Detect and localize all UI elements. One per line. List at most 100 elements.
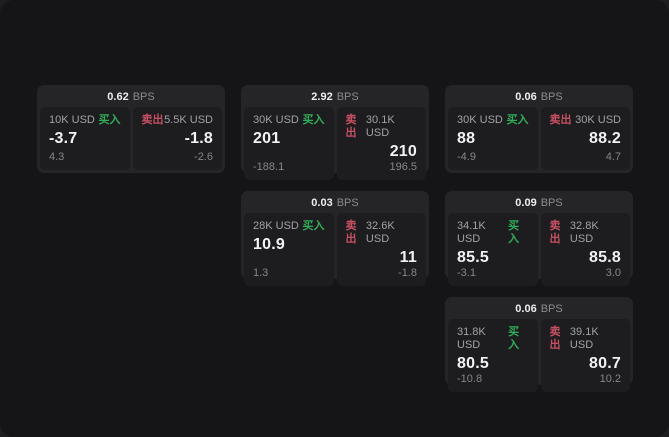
buy-panel[interactable]: 34.1K USD 买入 85.5 -3.1	[448, 213, 538, 286]
quote-panels: 30K USD 买入 201 -188.1 卖出 30.1K USD 210 1…	[244, 107, 426, 180]
sell-amount: 32.6K USD	[365, 220, 395, 245]
quote-panels: 31.8K USD 买入 80.5 -10.8 卖出 39.1K USD 80.…	[448, 319, 630, 392]
sell-price: 80.7	[589, 355, 621, 372]
quote-panels: 30K USD 买入 88 -4.9 卖出 30K USD 88.2 4.7	[448, 107, 630, 170]
buy-price: 10.9	[253, 236, 285, 253]
sell-side-label: 卖出	[549, 220, 561, 245]
sell-price: 85.8	[589, 249, 621, 266]
sell-side-label: 卖出	[141, 114, 164, 126]
buy-delta: 4.3	[49, 151, 65, 163]
quote-card: 0.62 BPS 10K USD 买入 -3.7 4.3 卖出 5.5K USD	[37, 85, 225, 173]
sell-panel-top: 卖出 39.1K USD	[550, 326, 622, 352]
sell-delta: 3.0	[605, 267, 621, 279]
sell-panel[interactable]: 卖出 32.8K USD 85.8 3.0	[540, 213, 630, 286]
buy-delta: -188.1	[253, 161, 285, 173]
sell-panel[interactable]: 卖出 30.1K USD 210 196.5	[336, 107, 426, 180]
sell-amount: 32.8K USD	[569, 220, 599, 245]
bps-value: 2.92	[311, 91, 333, 103]
bps-unit-label: BPS	[336, 91, 359, 103]
bps-unit-label: BPS	[540, 91, 563, 103]
sell-panel-top: 卖出 30.1K USD	[346, 114, 418, 140]
sell-delta: -2.6	[194, 151, 213, 163]
quote-card: 0.06 BPS 30K USD 买入 88 -4.9 卖出 30K USD	[445, 85, 633, 173]
buy-delta: 1.3	[253, 267, 269, 279]
buy-side-label: 买入	[302, 220, 325, 232]
buy-price: 88	[457, 130, 476, 147]
sell-delta: -1.8	[398, 267, 417, 279]
buy-panel-top: 31.8K USD 买入	[457, 326, 529, 352]
bps-value: 0.09	[515, 197, 537, 209]
buy-panel-top: 34.1K USD 买入	[457, 220, 529, 246]
quote-card: 2.92 BPS 30K USD 买入 201 -188.1 卖出 30.1K U…	[241, 85, 429, 180]
sell-delta: 10.2	[599, 373, 621, 385]
buy-amount: 30K USD	[253, 114, 299, 126]
sell-side-label: 卖出	[345, 114, 357, 139]
bps-unit-label: BPS	[132, 91, 155, 103]
buy-panel[interactable]: 30K USD 买入 88 -4.9	[448, 107, 538, 170]
buy-price: 201	[253, 130, 281, 147]
sell-panel-top: 卖出 32.8K USD	[550, 220, 622, 246]
buy-amount: 30K USD	[457, 114, 503, 126]
buy-panel-top: 28K USD 买入	[253, 220, 325, 233]
sell-panel[interactable]: 卖出 30K USD 88.2 4.7	[540, 107, 630, 170]
buy-side-label: 买入	[98, 114, 121, 126]
buy-side-label: 买入	[508, 326, 520, 351]
sell-amount: 30K USD	[575, 114, 621, 126]
sell-panel-top: 卖出 30K USD	[550, 114, 622, 127]
bps-unit-label: BPS	[540, 197, 563, 209]
bps-value: 0.06	[515, 303, 537, 315]
sell-price: 11	[399, 249, 417, 266]
sell-price: -1.8	[184, 130, 213, 147]
quote-card: 0.06 BPS 31.8K USD 买入 80.5 -10.8 卖出 39.1K…	[445, 297, 633, 392]
sell-side-label: 卖出	[549, 326, 561, 351]
quote-card: 0.09 BPS 34.1K USD 买入 85.5 -3.1 卖出 32.8K …	[445, 191, 633, 286]
bps-value: 0.06	[515, 91, 537, 103]
buy-panel[interactable]: 31.8K USD 买入 80.5 -10.8	[448, 319, 538, 392]
bps-unit-label: BPS	[540, 303, 563, 315]
bps-header: 2.92 BPS	[244, 88, 426, 107]
quote-panels: 34.1K USD 买入 85.5 -3.1 卖出 32.8K USD 85.8…	[448, 213, 630, 286]
buy-delta: -10.8	[457, 373, 483, 385]
buy-delta: -3.1	[457, 267, 476, 279]
quote-card-grid: 0.62 BPS 10K USD 买入 -3.7 4.3 卖出 5.5K USD	[37, 85, 633, 392]
buy-side-label: 买入	[506, 114, 529, 126]
buy-panel[interactable]: 30K USD 买入 201 -188.1	[244, 107, 334, 180]
sell-price: 210	[389, 143, 417, 160]
bps-unit-label: BPS	[336, 197, 359, 209]
buy-side-label: 买入	[508, 220, 520, 245]
buy-price: 85.5	[457, 249, 489, 266]
bps-value: 0.62	[107, 91, 129, 103]
buy-panel-top: 30K USD 买入	[457, 114, 529, 127]
buy-price: -3.7	[49, 130, 78, 147]
buy-amount: 31.8K USD	[457, 326, 486, 351]
bps-header: 0.06 BPS	[448, 300, 630, 319]
sell-panel-top: 卖出 32.6K USD	[346, 220, 418, 246]
sell-amount: 39.1K USD	[569, 326, 599, 351]
quote-panels: 10K USD 买入 -3.7 4.3 卖出 5.5K USD -1.8 -2.…	[40, 107, 222, 170]
sell-amount: 5.5K USD	[164, 114, 213, 126]
buy-amount: 34.1K USD	[457, 220, 486, 245]
bps-header: 0.03 BPS	[244, 194, 426, 213]
buy-delta: -4.9	[457, 151, 476, 163]
buy-panel-top: 10K USD 买入	[49, 114, 121, 127]
sell-amount: 30.1K USD	[365, 114, 395, 139]
buy-side-label: 买入	[302, 114, 325, 126]
bps-header: 0.62 BPS	[40, 88, 222, 107]
sell-panel[interactable]: 卖出 39.1K USD 80.7 10.2	[540, 319, 630, 392]
sell-side-label: 卖出	[549, 114, 572, 126]
buy-panel[interactable]: 10K USD 买入 -3.7 4.3	[40, 107, 130, 170]
sell-panel-top: 卖出 5.5K USD	[142, 114, 214, 127]
buy-panel[interactable]: 28K USD 买入 10.9 1.3	[244, 213, 334, 286]
sell-delta: 4.7	[605, 151, 621, 163]
sell-panel[interactable]: 卖出 32.6K USD 11 -1.8	[336, 213, 426, 286]
quote-panels: 28K USD 买入 10.9 1.3 卖出 32.6K USD 11 -1.8	[244, 213, 426, 286]
sell-side-label: 卖出	[345, 220, 357, 245]
sell-price: 88.2	[589, 130, 621, 147]
sell-panel[interactable]: 卖出 5.5K USD -1.8 -2.6	[132, 107, 222, 170]
bps-header: 0.09 BPS	[448, 194, 630, 213]
buy-amount: 28K USD	[253, 220, 299, 232]
bps-value: 0.03	[311, 197, 333, 209]
buy-amount: 10K USD	[49, 114, 95, 126]
bps-header: 0.06 BPS	[448, 88, 630, 107]
